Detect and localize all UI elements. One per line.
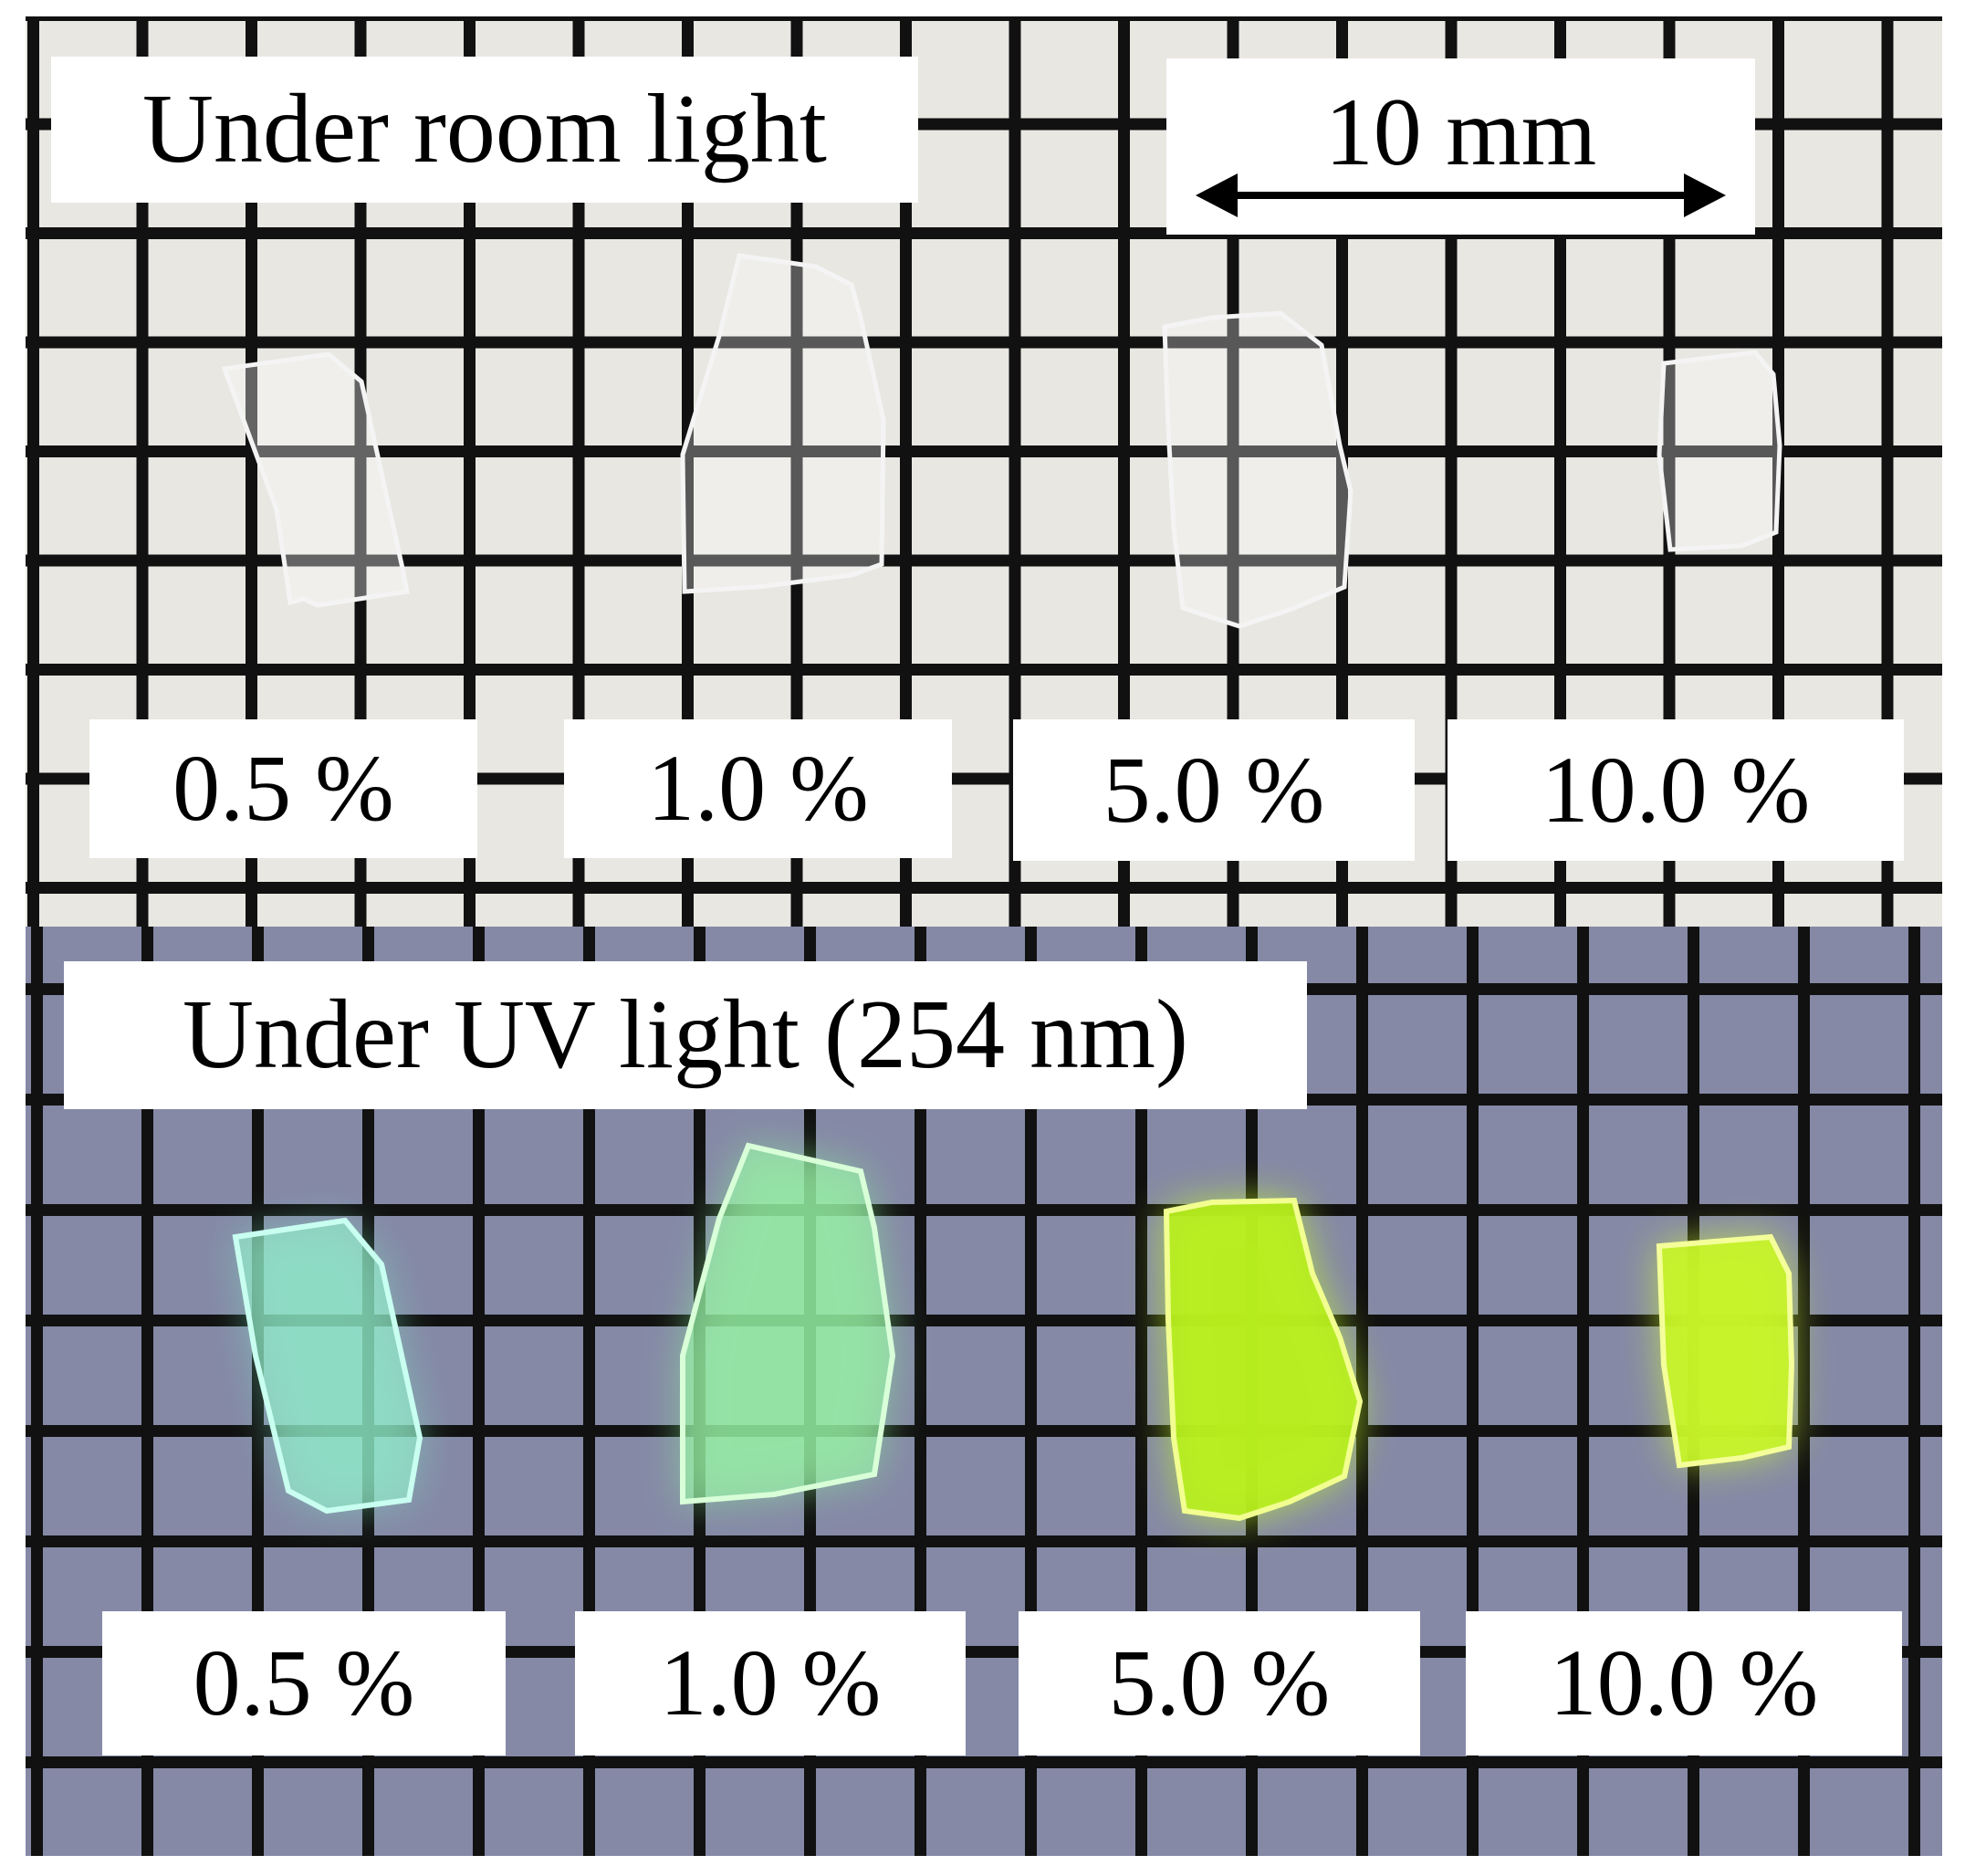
grid-line-vertical <box>1118 16 1130 927</box>
room-label-5-0: 5.0 % <box>1013 719 1415 861</box>
grid-line-vertical <box>1663 16 1676 927</box>
uv-light-panel: Under UV light (254 nm) 0.5 % 1.0 % 5.0 … <box>26 927 1942 1856</box>
grid-line-vertical <box>136 16 149 927</box>
grid-line-vertical <box>682 16 694 927</box>
double-arrow-icon <box>1196 173 1726 217</box>
grid-line-vertical <box>1445 16 1458 927</box>
uv-label-5-0-text: 5.0 % <box>1108 1630 1331 1735</box>
room-label-10-0: 10.0 % <box>1448 719 1904 861</box>
uv-light-title: Under UV light (254 nm) <box>64 961 1307 1109</box>
grid-line-vertical <box>572 16 585 927</box>
grid-line-vertical <box>31 927 43 1856</box>
room-light-title-text: Under room light <box>142 75 827 183</box>
grid-line-horizontal <box>26 1535 1942 1547</box>
grid-line-horizontal <box>26 664 1942 676</box>
uv-label-0-5: 0.5 % <box>102 1611 506 1755</box>
glowing-crystal-samples <box>232 1142 1795 1522</box>
room-label-0-5: 0.5 % <box>89 719 477 858</box>
grid-line-horizontal <box>26 336 1942 349</box>
uv-label-1-0: 1.0 % <box>575 1611 966 1755</box>
grid-line-horizontal <box>26 1756 1942 1768</box>
grid-line-horizontal <box>26 554 1942 567</box>
room-label-1-0-text: 1.0 % <box>647 736 869 841</box>
glow-crystal-10-0 <box>1656 1233 1795 1469</box>
crystal-5-0 <box>1162 310 1354 629</box>
grid-line-vertical <box>1227 16 1239 927</box>
grid-line-vertical <box>1881 16 1894 927</box>
grid-line-vertical <box>27 16 39 927</box>
grid-line-horizontal <box>26 1425 1942 1437</box>
grid-line-vertical <box>790 16 803 927</box>
room-label-1-0: 1.0 % <box>564 719 952 858</box>
grid-line-horizontal <box>26 882 1942 894</box>
glow-crystal-0-5 <box>232 1217 423 1514</box>
room-label-5-0-text: 5.0 % <box>1103 737 1325 843</box>
uv-label-0-5-text: 0.5 % <box>193 1630 415 1735</box>
grid-line-vertical <box>1009 16 1021 927</box>
grid-line-horizontal <box>26 16 1942 21</box>
grid-line-vertical <box>1336 16 1348 927</box>
crystal-0-5 <box>221 351 410 608</box>
crystal-1-0 <box>680 253 886 594</box>
grid-line-vertical <box>1908 927 1920 1856</box>
grid-line-vertical <box>900 16 912 927</box>
scale-bar-label: 10 mm <box>1324 79 1597 185</box>
room-light-photo <box>26 16 1942 927</box>
grid-line-horizontal <box>26 1204 1942 1216</box>
grid-line-vertical <box>354 16 367 927</box>
room-label-0-5-text: 0.5 % <box>172 736 394 841</box>
room-light-panel: Under room light 10 mm 0.5 % 1.0 % 5.0 %… <box>26 16 1942 927</box>
grid-line-vertical <box>464 16 476 927</box>
uv-label-10-0: 10.0 % <box>1466 1611 1902 1755</box>
room-label-10-0-text: 10.0 % <box>1541 737 1811 843</box>
grid-line-vertical <box>1554 16 1566 927</box>
uv-label-5-0: 5.0 % <box>1019 1611 1420 1755</box>
grid-line-vertical <box>246 16 257 927</box>
crystal-samples <box>221 253 1782 629</box>
uv-light-title-text: Under UV light (254 nm) <box>183 980 1188 1089</box>
grid-line-horizontal <box>26 445 1942 457</box>
scale-bar: 10 mm <box>1166 58 1755 235</box>
room-light-title: Under room light <box>51 57 918 203</box>
figure: Under room light 10 mm 0.5 % 1.0 % 5.0 %… <box>26 16 1942 1856</box>
uv-label-10-0-text: 10.0 % <box>1549 1630 1819 1735</box>
crystal-10-0 <box>1657 350 1782 552</box>
glow-crystal-1-0 <box>680 1142 896 1505</box>
glow-crystal-5-0 <box>1163 1197 1364 1522</box>
grid-paper <box>26 16 1942 927</box>
grid-line-horizontal <box>26 1315 1942 1326</box>
uv-label-1-0-text: 1.0 % <box>659 1630 882 1735</box>
